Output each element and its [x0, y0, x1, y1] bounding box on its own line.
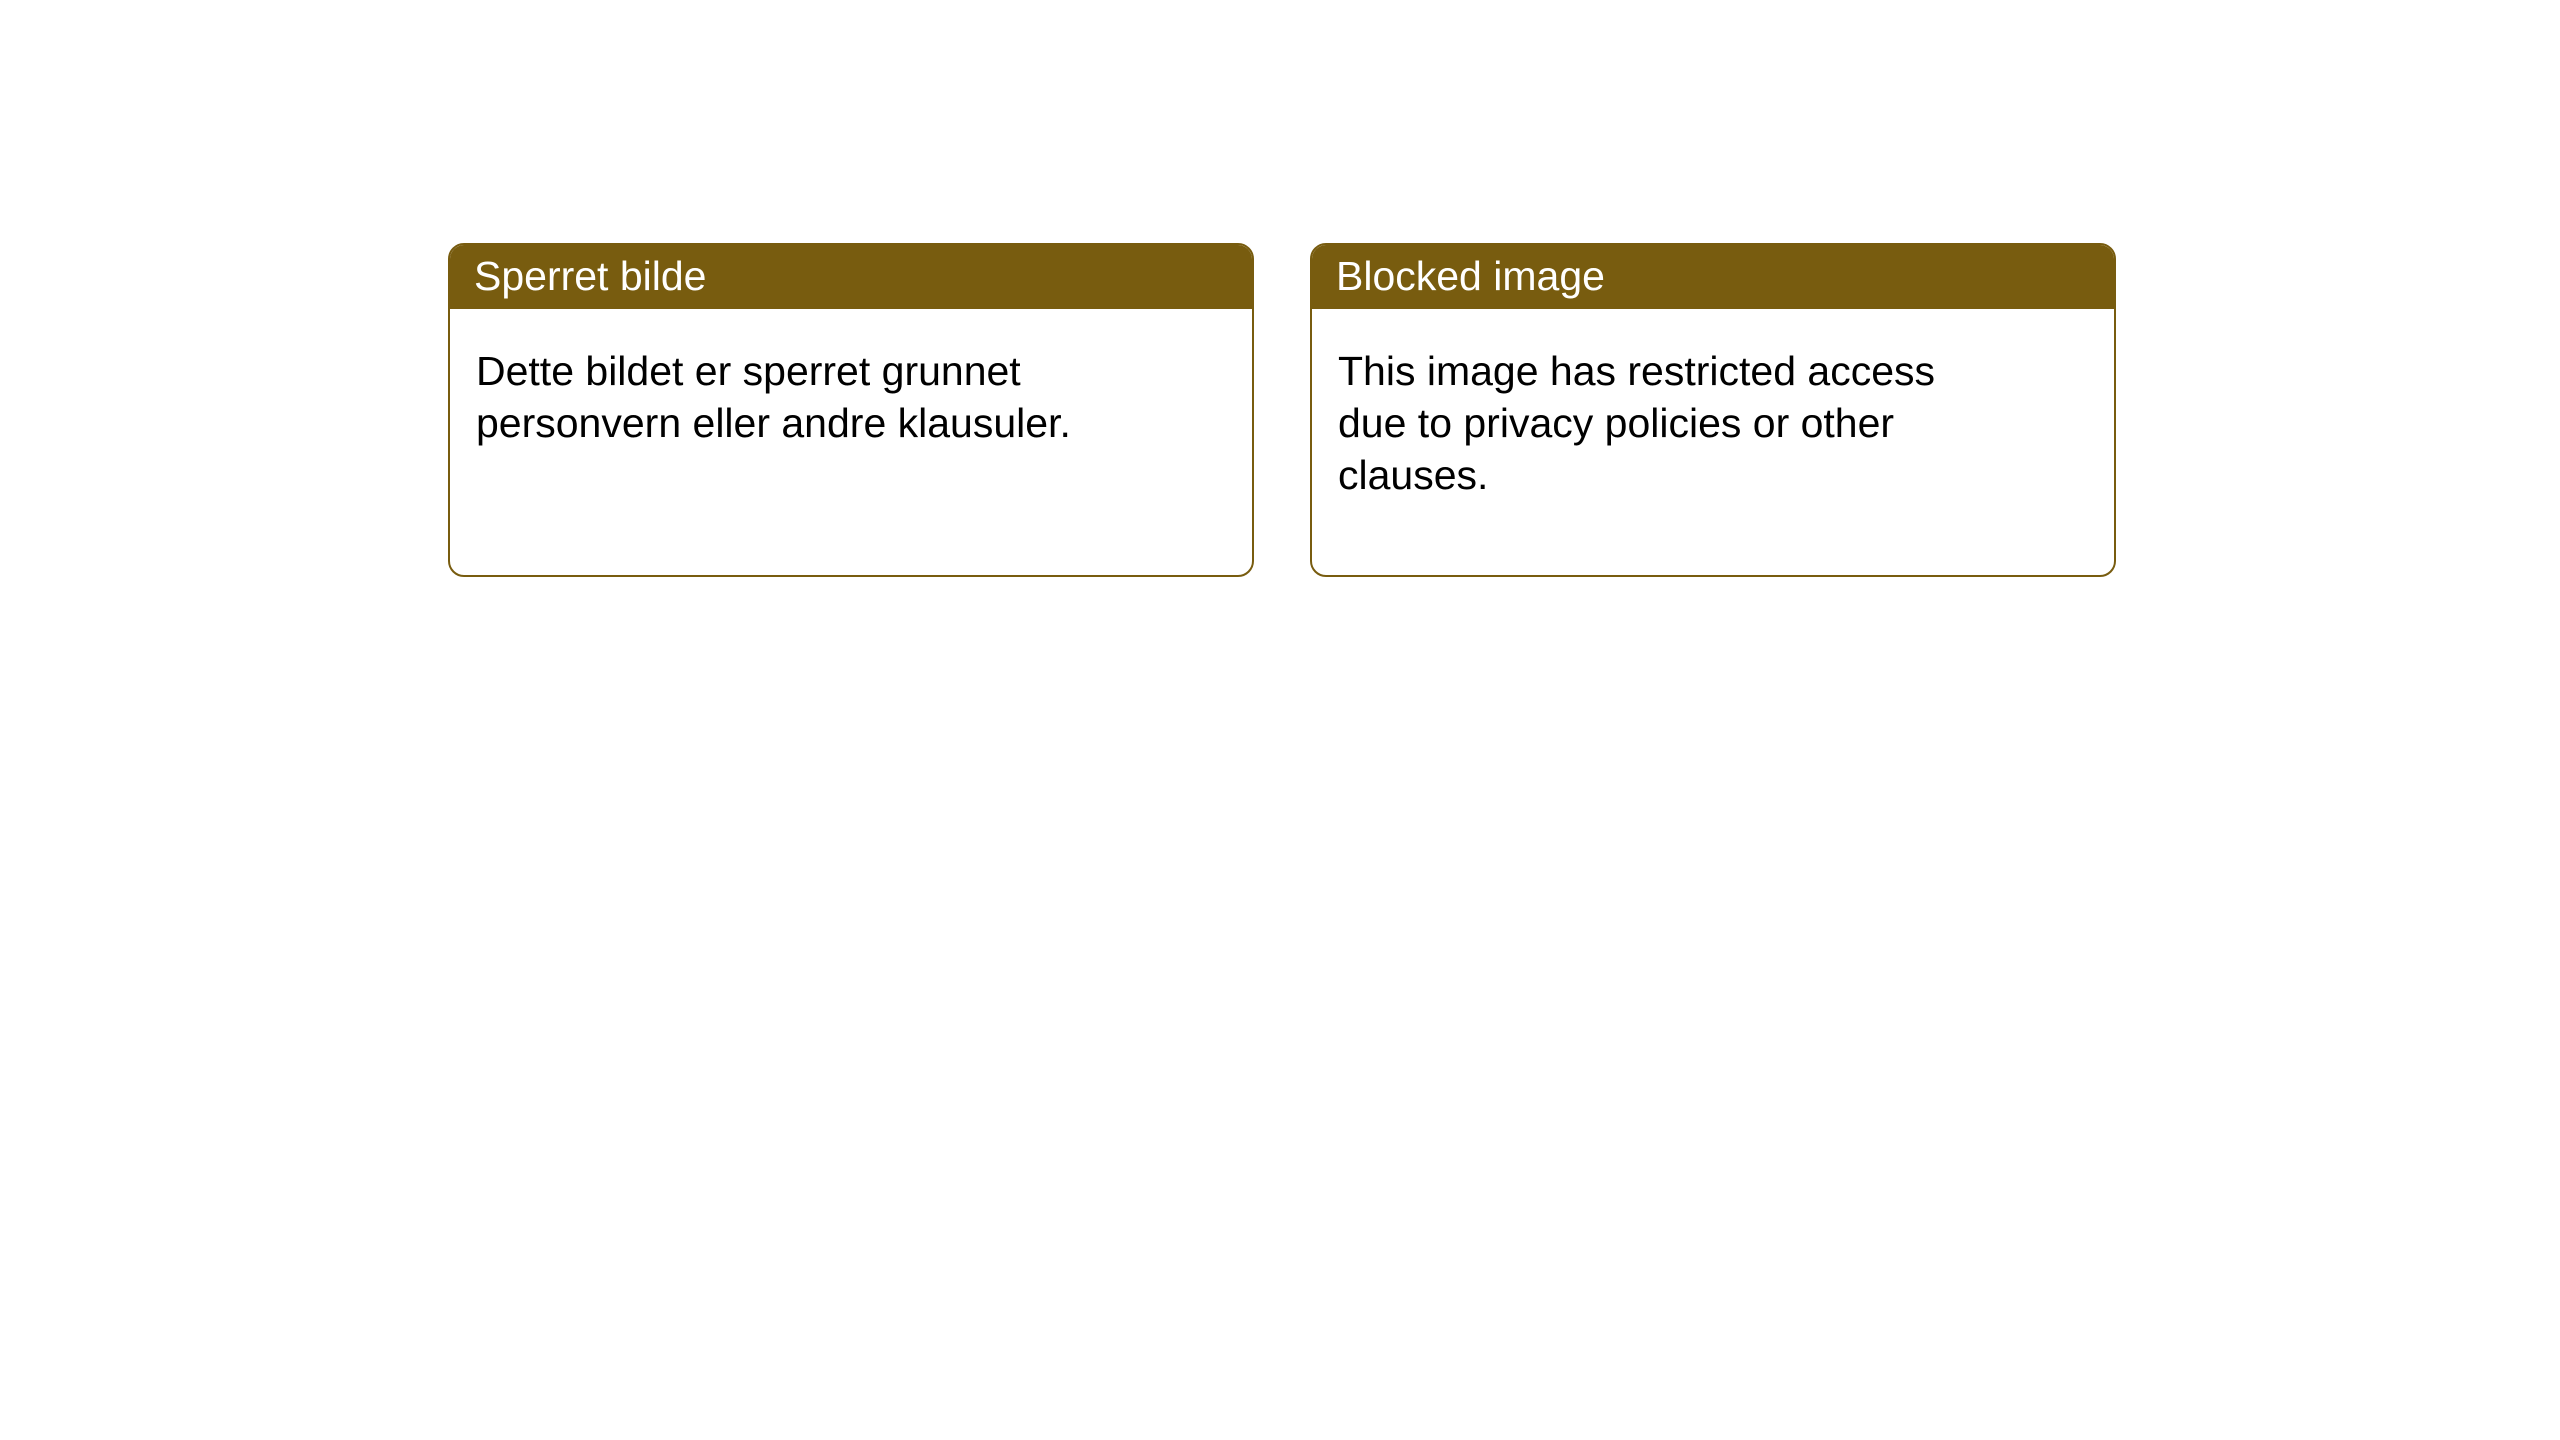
notice-card-english: Blocked image This image has restricted …	[1310, 243, 2116, 577]
notice-card-norwegian: Sperret bilde Dette bildet er sperret gr…	[448, 243, 1254, 577]
notice-title-english: Blocked image	[1312, 245, 2114, 309]
notice-container: Sperret bilde Dette bildet er sperret gr…	[448, 243, 2116, 577]
notice-title-norwegian: Sperret bilde	[450, 245, 1252, 309]
notice-message-norwegian: Dette bildet er sperret grunnet personve…	[450, 309, 1130, 485]
notice-message-english: This image has restricted access due to …	[1312, 309, 1992, 537]
